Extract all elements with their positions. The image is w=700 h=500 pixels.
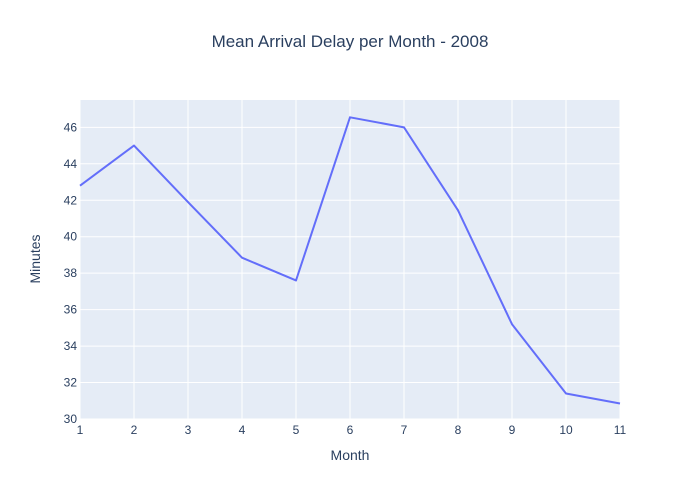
x-tick-label: 4 bbox=[239, 423, 246, 437]
y-axis-title: Minutes bbox=[27, 234, 43, 284]
x-tick-label: 6 bbox=[347, 423, 354, 437]
x-tick-label: 8 bbox=[455, 423, 462, 437]
x-tick-label: 2 bbox=[131, 423, 138, 437]
series-line bbox=[79, 116, 621, 405]
y-tick-label: 46 bbox=[64, 120, 78, 134]
x-tick-label: 5 bbox=[293, 423, 300, 437]
x-tick-label: 9 bbox=[509, 423, 516, 437]
y-tick-label: 44 bbox=[64, 157, 78, 171]
y-tick-label: 40 bbox=[64, 230, 78, 244]
x-axis-title: Month bbox=[330, 447, 370, 463]
y-tick-label: 30 bbox=[64, 412, 78, 426]
x-tick-label: 7 bbox=[401, 423, 408, 437]
y-tick-label: 36 bbox=[64, 303, 78, 317]
y-tick-label: 38 bbox=[64, 266, 78, 280]
x-tick-label: 10 bbox=[559, 423, 573, 437]
y-tick-label: 42 bbox=[64, 193, 78, 207]
x-tick-label: 11 bbox=[614, 423, 627, 437]
y-tick-label: 32 bbox=[64, 376, 78, 390]
x-tick-label: 1 bbox=[77, 423, 84, 437]
y-tick-label: 34 bbox=[64, 339, 78, 353]
chart-title: Mean Arrival Delay per Month - 2008 bbox=[211, 32, 489, 51]
x-tick-label: 3 bbox=[185, 423, 192, 437]
